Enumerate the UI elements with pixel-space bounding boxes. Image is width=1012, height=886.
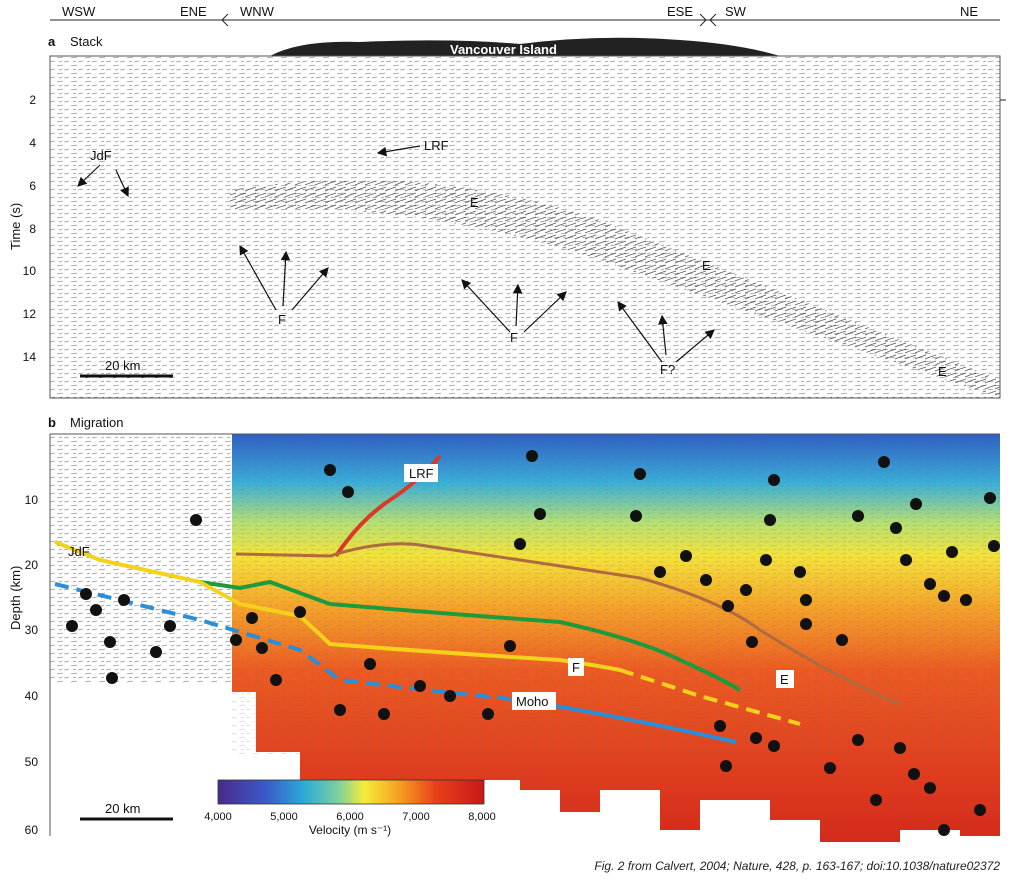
axis-label-time: Time (s) — [8, 203, 23, 250]
svg-text:2: 2 — [29, 93, 36, 107]
panel-a-letter: a — [48, 34, 56, 49]
svg-text:20: 20 — [25, 558, 39, 572]
label-lrf-b: LRF — [404, 464, 438, 482]
svg-text:4: 4 — [29, 136, 36, 150]
panel-b-letter: b — [48, 415, 56, 430]
svg-text:7,000: 7,000 — [402, 811, 430, 823]
green-line — [199, 579, 742, 692]
migration-left-image — [50, 434, 232, 684]
svg-text:8: 8 — [29, 222, 36, 236]
scale-bar-a-label: 20 km — [105, 358, 140, 373]
svg-text:5,000: 5,000 — [270, 811, 298, 823]
svg-text:4,000: 4,000 — [204, 811, 232, 823]
colorbar-label: Velocity (m s⁻¹) — [309, 823, 391, 837]
label-e3: E — [938, 364, 947, 379]
label-e1: E — [470, 195, 479, 210]
label-lrf-a: LRF — [424, 138, 449, 153]
direction-bar: WSW ENE WNW ESE SW NE — [50, 4, 1000, 27]
time-ticks: 2 4 6 8 10 12 14 — [23, 93, 37, 364]
svg-text:Moho: Moho — [516, 694, 549, 709]
label-moho: Moho — [512, 692, 556, 710]
velocity-colorbar: 4,000 5,000 6,000 7,000 8,000 Velocity (… — [204, 779, 496, 837]
panel-b: b Migration Depth (km) 10 20 30 40 50 60 — [8, 415, 1000, 842]
svg-text:60: 60 — [25, 823, 39, 837]
dir-ene: ENE — [180, 4, 207, 19]
f-line-dashed — [619, 668, 801, 726]
label-f1: F — [278, 312, 286, 327]
island-label: Vancouver Island — [450, 42, 557, 57]
dir-ne: NE — [960, 4, 978, 19]
f-line — [54, 540, 621, 672]
svg-text:6: 6 — [29, 179, 36, 193]
label-f-b: F — [568, 658, 584, 676]
svg-text:E: E — [780, 672, 789, 687]
caption: Fig. 2 from Calvert, 2004; Nature, 428, … — [594, 859, 1000, 873]
label-f2: F — [510, 330, 518, 345]
svg-text:50: 50 — [25, 755, 39, 769]
earthquakes — [66, 450, 1000, 836]
label-e-b: E — [776, 670, 794, 688]
scale-bar-b-label: 20 km — [105, 801, 140, 816]
svg-text:F: F — [572, 660, 580, 675]
dir-wsw: WSW — [62, 4, 96, 19]
label-jdf-b: JdF — [68, 544, 90, 559]
svg-text:14: 14 — [23, 350, 37, 364]
dir-wnw: WNW — [240, 4, 275, 19]
dir-ese: ESE — [667, 4, 693, 19]
svg-text:40: 40 — [25, 689, 39, 703]
label-e2: E — [702, 258, 711, 273]
dir-sw: SW — [725, 4, 747, 19]
svg-text:10: 10 — [23, 264, 37, 278]
svg-text:LRF: LRF — [409, 466, 434, 481]
svg-text:8,000: 8,000 — [468, 811, 496, 823]
e-reflector-line — [235, 542, 901, 706]
depth-ticks: 10 20 30 40 50 60 — [25, 493, 39, 837]
e-reflector-band — [230, 180, 1000, 398]
label-jdf-a: JdF — [90, 148, 112, 163]
axis-label-depth: Depth (km) — [8, 566, 23, 630]
svg-text:6,000: 6,000 — [336, 811, 364, 823]
panel-a-title: Stack — [70, 34, 103, 49]
svg-text:12: 12 — [23, 307, 37, 321]
label-f3: F? — [660, 362, 675, 377]
svg-text:30: 30 — [25, 623, 39, 637]
panel-a: a Stack Vancouver Island Time (s) 2 4 6 … — [8, 34, 1006, 399]
svg-text:10: 10 — [25, 493, 39, 507]
island-silhouette — [270, 37, 780, 56]
panel-b-title: Migration — [70, 415, 123, 430]
